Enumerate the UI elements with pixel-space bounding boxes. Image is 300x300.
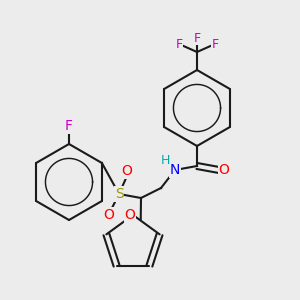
Text: F: F [194, 32, 201, 44]
Text: H: H [160, 154, 170, 167]
Text: O: O [219, 163, 230, 177]
Text: F: F [65, 119, 73, 133]
Text: O: O [122, 164, 132, 178]
Text: N: N [170, 163, 180, 177]
Text: F: F [212, 38, 219, 50]
Text: O: O [103, 208, 114, 222]
Text: F: F [176, 38, 183, 50]
Text: O: O [124, 208, 135, 222]
Text: S: S [115, 187, 123, 201]
